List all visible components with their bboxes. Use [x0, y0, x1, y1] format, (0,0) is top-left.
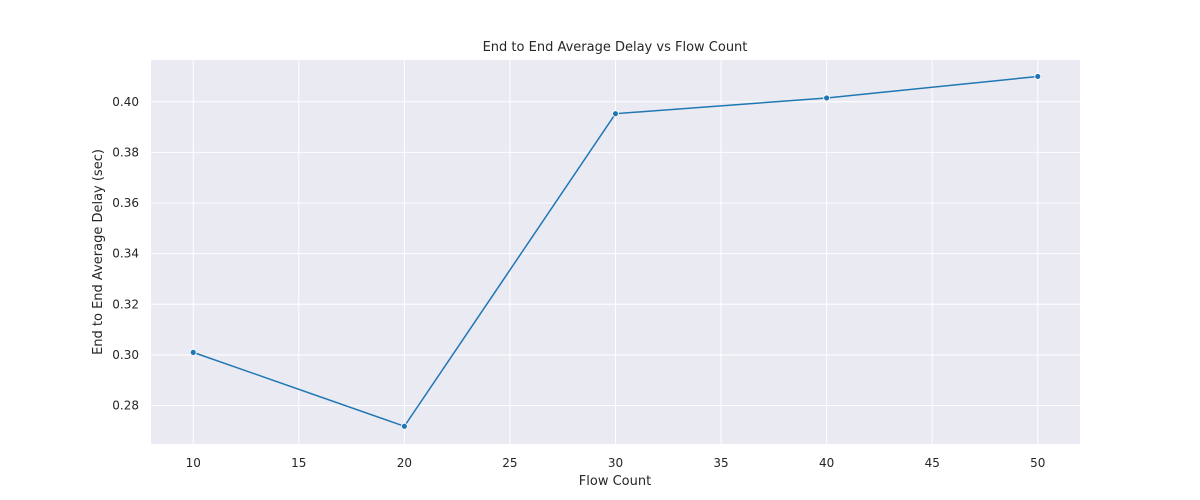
y-tick-label: 0.38	[112, 145, 139, 159]
y-tick-label: 0.36	[112, 196, 139, 210]
y-axis-label: End to End Average Delay (sec)	[91, 149, 106, 355]
x-tick-label: 10	[186, 456, 201, 470]
data-point	[400, 422, 408, 430]
chart-title: End to End Average Delay vs Flow Count	[483, 40, 748, 55]
x-tick-label: 40	[819, 456, 834, 470]
data-point	[823, 94, 831, 102]
x-axis-label: Flow Count	[579, 474, 651, 489]
y-tick-label: 0.28	[112, 399, 139, 413]
x-tick-labels: 10 15 20 25 30 35 40 45 50	[186, 456, 1046, 470]
data-point	[189, 348, 197, 356]
x-tick-label: 20	[397, 456, 412, 470]
series-group	[189, 73, 1042, 430]
y-tick-label: 0.30	[112, 348, 139, 362]
y-tick-label: 0.40	[112, 95, 139, 109]
y-tick-label: 0.34	[112, 247, 139, 261]
y-tick-labels: 0.28 0.30 0.32 0.34 0.36 0.38 0.40	[112, 95, 139, 413]
y-tick-label: 0.32	[112, 297, 139, 311]
x-tick-label: 30	[608, 456, 623, 470]
x-tick-label: 35	[713, 456, 728, 470]
grid-lines	[151, 60, 1080, 444]
x-tick-label: 45	[925, 456, 940, 470]
data-point	[612, 110, 619, 118]
x-tick-label: 15	[291, 456, 306, 470]
x-tick-label: 50	[1030, 456, 1045, 470]
data-point	[1034, 73, 1042, 80]
x-tick-label: 25	[502, 456, 517, 470]
